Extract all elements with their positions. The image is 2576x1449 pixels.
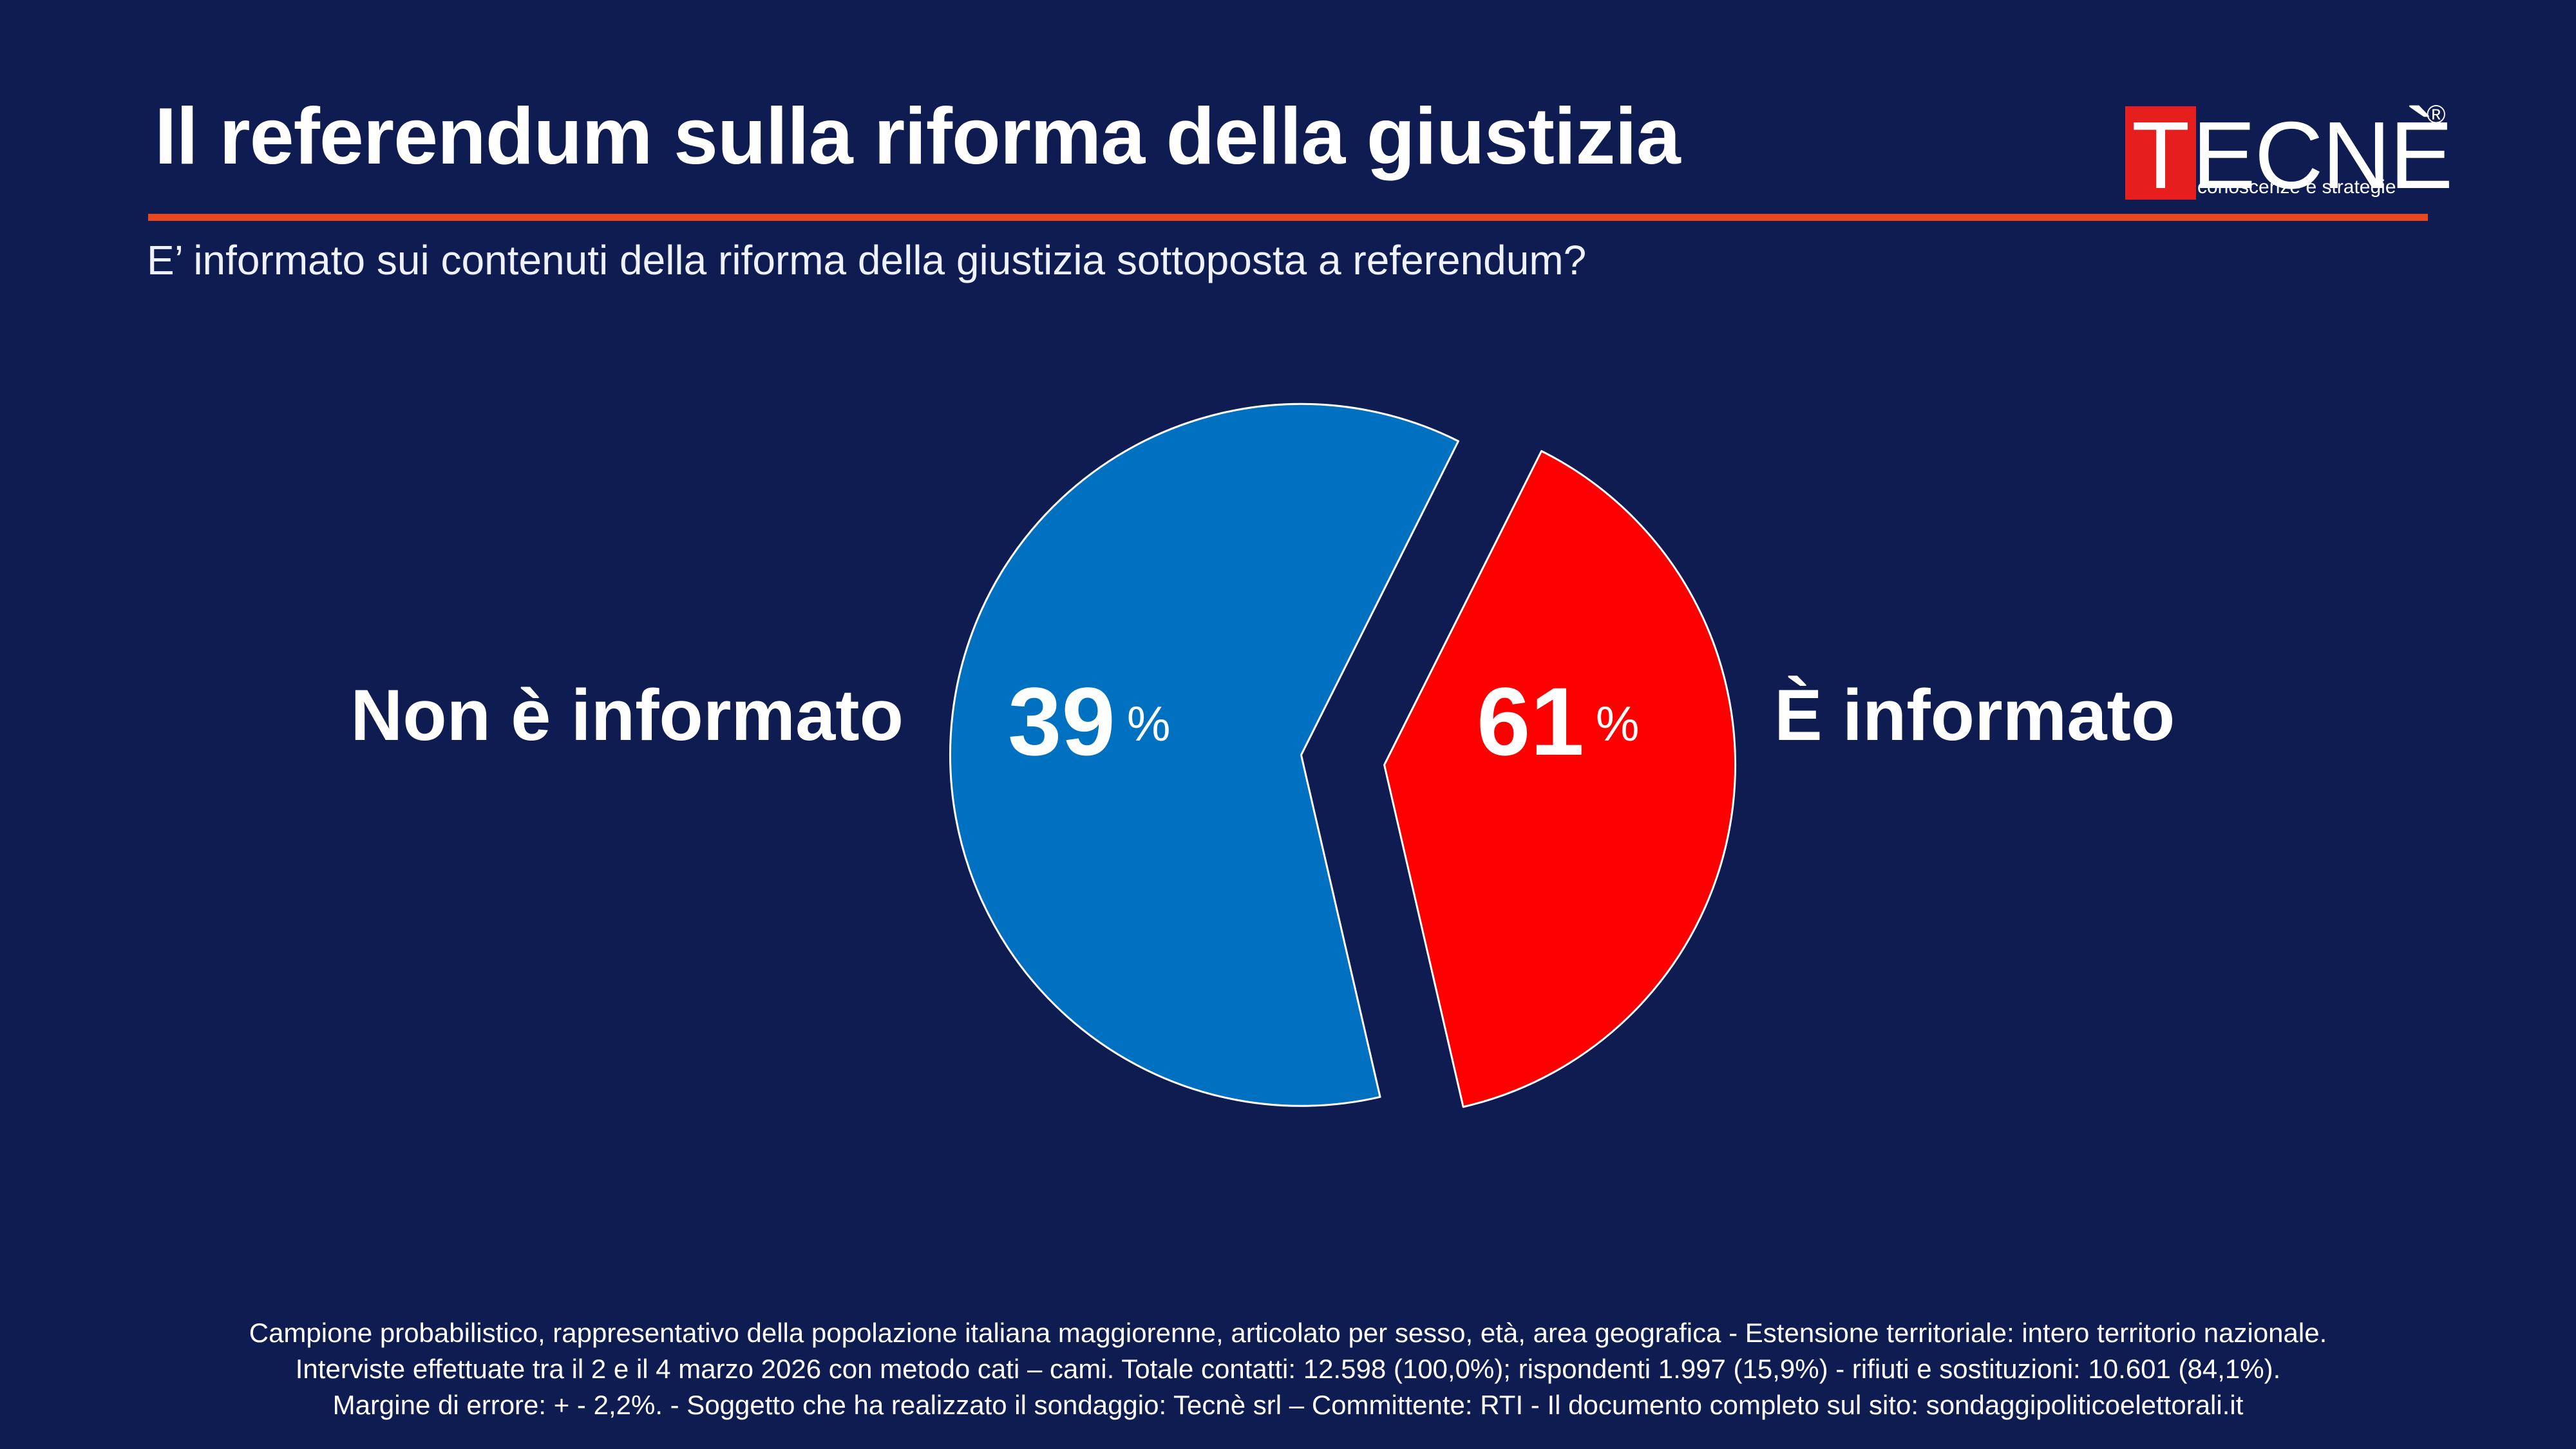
value-number-informato: 61: [1477, 667, 1584, 775]
logo-initial: T: [2132, 102, 2190, 209]
footer-line: Campione probabilistico, rappresentativo…: [249, 1318, 2327, 1348]
tecne-logo: T ECNÈ ® conoscenze e strategie: [2125, 100, 2453, 209]
category-label-informato: È informato: [1774, 675, 2175, 755]
value-label-non-informato: 39%: [1008, 673, 1170, 770]
question-subtitle: E’ informato sui contenuti della riforma…: [147, 237, 1587, 283]
logo-wordmark: ECNÈ: [2192, 102, 2453, 209]
title-divider: [148, 214, 2428, 221]
value-label-informato: 61%: [1477, 673, 1639, 770]
category-label-non-informato: Non è informato: [350, 675, 904, 755]
pie-slice-non-informato: [1383, 450, 1737, 1108]
footer-line: Interviste effettuate tra il 2 e il 4 ma…: [295, 1354, 2281, 1384]
value-unit-informato: %: [1595, 697, 1640, 752]
value-number-non-informato: 39: [1008, 667, 1115, 775]
footer-line: Margine di errore: + - 2,2%. - Soggetto …: [332, 1390, 2244, 1420]
value-unit-non-informato: %: [1126, 697, 1171, 752]
methodology-footer: Campione probabilistico, rappresentativo…: [0, 1315, 2576, 1423]
logo-registered-mark: ®: [2427, 100, 2446, 129]
logo-tagline: conoscenze e strategie: [2197, 176, 2396, 198]
pie-slice-informato: [949, 402, 1459, 1107]
page-title: Il referendum sulla riforma della giusti…: [155, 92, 1681, 181]
logo-red-box: [2125, 106, 2196, 200]
